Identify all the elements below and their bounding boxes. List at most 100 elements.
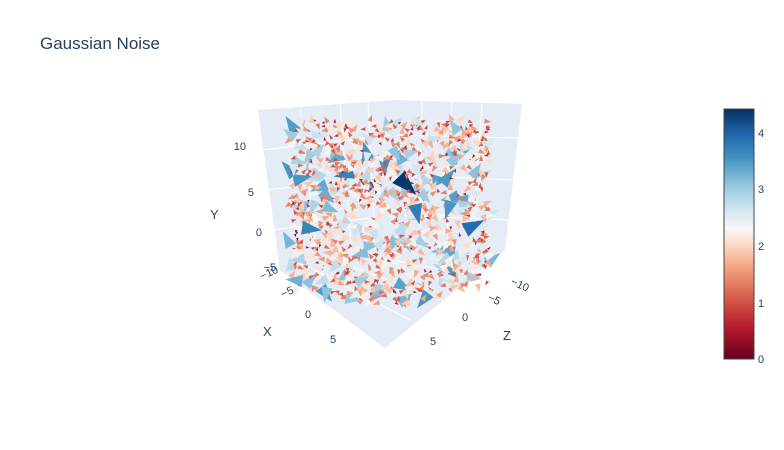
cone[interactable]	[366, 197, 375, 206]
cone[interactable]	[446, 218, 450, 223]
cone[interactable]	[461, 220, 485, 237]
cone[interactable]	[354, 285, 359, 292]
cone[interactable]	[314, 251, 322, 258]
cone[interactable]	[431, 165, 438, 173]
cone[interactable]	[433, 126, 443, 133]
cone[interactable]	[427, 214, 433, 221]
cone[interactable]	[359, 256, 368, 266]
cone[interactable]	[483, 200, 492, 207]
cone[interactable]	[465, 214, 470, 218]
cone[interactable]	[318, 221, 324, 229]
cone[interactable]	[288, 270, 296, 279]
cone[interactable]	[383, 208, 392, 222]
cone[interactable]	[371, 180, 382, 191]
cone[interactable]	[321, 232, 329, 239]
cone[interactable]	[368, 186, 376, 196]
cone[interactable]	[378, 171, 384, 177]
cone[interactable]	[348, 256, 353, 263]
cone[interactable]	[384, 137, 390, 142]
cone[interactable]	[305, 246, 310, 249]
cone[interactable]	[419, 171, 432, 187]
cone[interactable]	[448, 145, 457, 151]
cone[interactable]	[485, 124, 489, 130]
cone[interactable]	[348, 236, 359, 244]
cone[interactable]	[437, 169, 455, 188]
cone[interactable]	[409, 196, 416, 206]
cone[interactable]	[429, 157, 438, 167]
cone[interactable]	[347, 126, 355, 134]
cone[interactable]	[299, 239, 303, 245]
cone[interactable]	[316, 263, 327, 271]
cone[interactable]	[305, 136, 312, 143]
cone[interactable]	[324, 212, 333, 218]
cone[interactable]	[441, 166, 451, 175]
cone[interactable]	[370, 284, 377, 294]
cone[interactable]	[292, 261, 298, 267]
cone[interactable]	[308, 274, 315, 280]
cone[interactable]	[297, 163, 304, 168]
cone[interactable]	[475, 219, 489, 231]
cone[interactable]	[472, 177, 477, 184]
cone[interactable]	[382, 235, 389, 240]
cone[interactable]	[300, 188, 308, 196]
cone[interactable]	[325, 228, 335, 238]
cone[interactable]	[409, 244, 417, 251]
cone[interactable]	[418, 160, 424, 164]
cone[interactable]	[383, 165, 388, 172]
cone[interactable]	[375, 264, 382, 269]
cone[interactable]	[310, 143, 325, 159]
cone[interactable]	[302, 265, 309, 269]
cone[interactable]	[396, 295, 401, 301]
cone[interactable]	[422, 206, 427, 214]
cone[interactable]	[334, 180, 338, 186]
cone[interactable]	[318, 204, 324, 209]
cone[interactable]	[294, 128, 299, 133]
cone[interactable]	[341, 189, 350, 197]
cone[interactable]	[472, 236, 477, 243]
cone[interactable]	[315, 274, 330, 285]
cone[interactable]	[378, 164, 385, 170]
cone[interactable]	[351, 183, 357, 187]
cone[interactable]	[408, 234, 413, 239]
cone[interactable]	[295, 127, 308, 139]
cone[interactable]	[324, 140, 330, 147]
cone[interactable]	[301, 273, 317, 290]
cone[interactable]	[468, 111, 481, 124]
cone[interactable]	[392, 296, 398, 303]
cone[interactable]	[334, 195, 341, 205]
cone[interactable]	[358, 290, 369, 302]
cone[interactable]	[365, 159, 377, 170]
cone[interactable]	[446, 231, 456, 241]
cone[interactable]	[408, 202, 422, 225]
cone[interactable]	[295, 211, 304, 217]
cone[interactable]	[484, 265, 488, 270]
cone[interactable]	[342, 256, 351, 269]
cone[interactable]	[404, 173, 409, 180]
cone[interactable]	[386, 208, 391, 215]
cone[interactable]	[449, 119, 463, 136]
cone[interactable]	[361, 133, 375, 146]
cone[interactable]	[283, 231, 297, 249]
cone[interactable]	[321, 121, 326, 124]
cone[interactable]	[454, 254, 468, 264]
cone[interactable]	[341, 118, 353, 127]
cone[interactable]	[380, 293, 387, 297]
cone[interactable]	[417, 124, 424, 131]
cone[interactable]	[364, 226, 374, 233]
cone[interactable]	[294, 139, 309, 151]
cone[interactable]	[367, 183, 375, 190]
cone[interactable]	[367, 221, 380, 230]
cone[interactable]	[420, 119, 426, 124]
cone[interactable]	[467, 163, 481, 180]
cone[interactable]	[484, 156, 492, 167]
cone[interactable]	[481, 122, 489, 135]
cone[interactable]	[285, 275, 304, 288]
cone[interactable]	[368, 297, 375, 303]
cone[interactable]	[411, 116, 426, 126]
cone[interactable]	[290, 221, 300, 233]
cone[interactable]	[447, 179, 458, 189]
cone[interactable]	[366, 272, 374, 283]
cone[interactable]	[457, 284, 466, 293]
cone[interactable]	[418, 288, 424, 293]
